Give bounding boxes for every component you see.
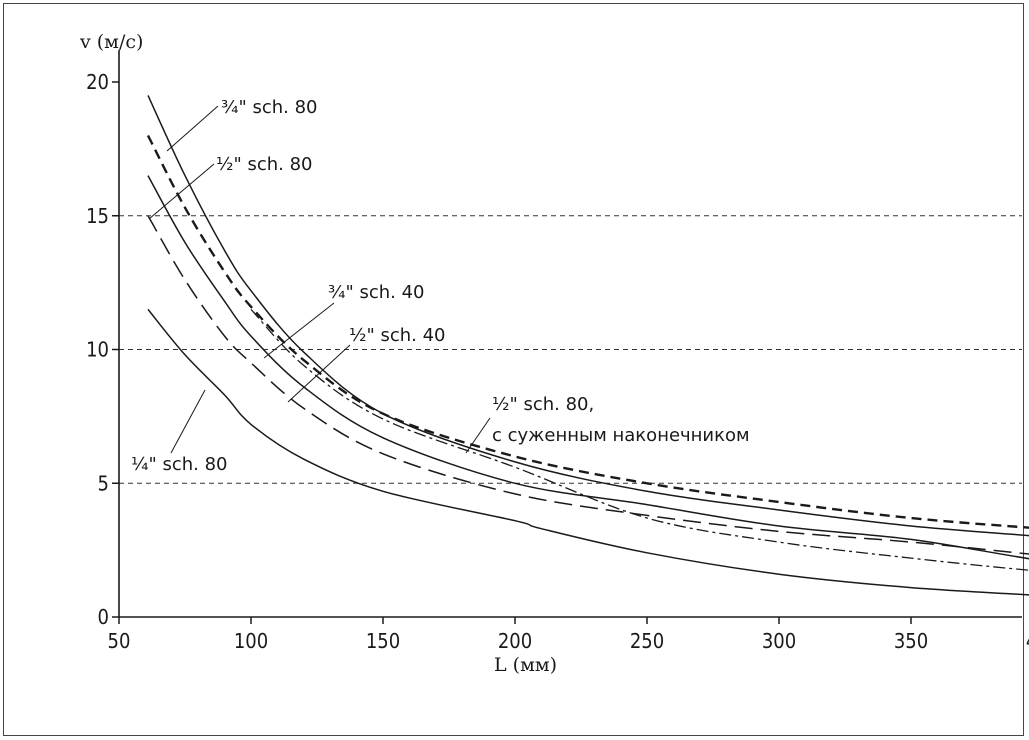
grid-layer — [119, 215, 1022, 484]
x-tick-label-400: 400 — [1026, 629, 1029, 653]
leader-1-4-sch80 — [170, 389, 206, 454]
x-tick-label-150: 150 — [366, 629, 400, 653]
x-tick-label-100: 100 — [234, 629, 268, 653]
axis-layer — [118, 50, 1022, 618]
y-axis-title: v (м/с) — [79, 31, 143, 53]
series-line-0 — [147, 95, 1029, 537]
leader-1-2-sch40 — [287, 344, 351, 403]
x-tick-label-250: 250 — [630, 629, 664, 653]
annotation-3-4-sch40: ¾" sch. 40 — [328, 282, 424, 303]
annotation-1-4-sch80: ¼" sch. 80 — [131, 454, 227, 475]
y-tick-label-15: 15 — [86, 204, 109, 228]
leader-3-4-sch40 — [263, 302, 335, 359]
x-tick-label-50: 50 — [108, 629, 131, 653]
annotation-3-4-sch80: ¾" sch. 80 — [221, 97, 317, 118]
annotation-1-2-sch40: ½" sch. 40 — [349, 325, 445, 346]
series-line-3 — [147, 215, 1029, 555]
series-line-4 — [250, 308, 1029, 571]
annotation-tapered-line1: ½" sch. 80, — [492, 394, 594, 415]
x-axis-title: L (мм) — [494, 654, 557, 676]
leader-layer — [148, 105, 491, 454]
series-line-5 — [147, 308, 1029, 596]
x-tick-label-300: 300 — [762, 629, 796, 653]
x-tick-label-200: 200 — [498, 629, 532, 653]
y-tick-label-0: 0 — [98, 605, 109, 629]
leader-3-4-sch80 — [166, 105, 219, 152]
chart-frame — [3, 3, 1024, 736]
annotation-1-2-sch80: ½" sch. 80 — [216, 154, 312, 175]
y-tick-label-5: 5 — [98, 471, 109, 495]
series-line-1 — [146, 134, 1029, 529]
series-layer — [146, 95, 1029, 596]
y-tick-label-10: 10 — [86, 338, 109, 362]
y-tick-label-20: 20 — [86, 70, 109, 94]
annotation-tapered-line2: с суженным наконечником — [492, 425, 750, 446]
leader-tapered — [465, 417, 491, 454]
series-line-2 — [147, 175, 1029, 560]
leader-1-2-sch80 — [148, 163, 215, 220]
tick-layer: 0 5 10 15 20 50 100 150 200 250 300 350 400 — [86, 70, 1029, 653]
x-tick-label-350: 350 — [894, 629, 928, 653]
